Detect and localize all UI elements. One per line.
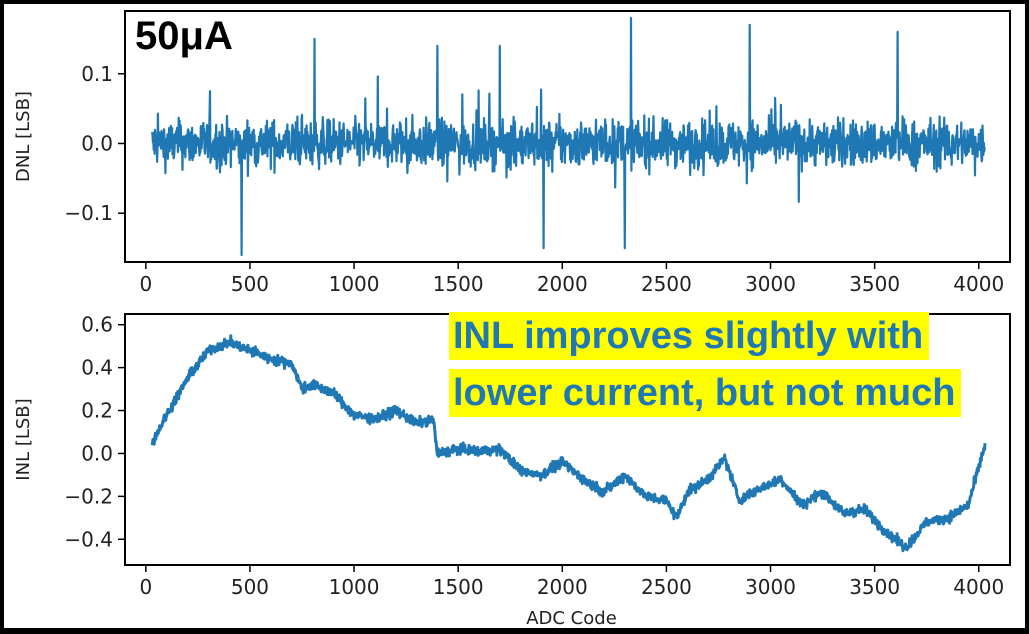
x-tick-label: 3000 [745,272,796,296]
x-tick-label: 0 [139,272,152,296]
x-tick-label: 3500 [849,272,900,296]
x-tick-label: 500 [231,575,269,599]
y-tick-label: 0.2 [81,399,113,423]
y-tick-label: −0.2 [64,484,113,508]
x-axis-label: ADC Code [526,608,617,629]
x-tick-label: 2000 [537,272,588,296]
chart-panels: 0 500 1000 1500 2000 2500 3000 3500 4000−0.10.00… [13,10,1011,629]
x-tick-label: 1500 [433,272,484,296]
y-axis-label: DNL [LSB] [13,91,34,182]
x-tick-label: 2000 [537,575,588,599]
x-tick-label: 4000 [953,575,1004,599]
y-tick-label: 0.0 [81,441,113,465]
x-tick-label: 1000 [329,272,380,296]
panel-inl: 0 500 1000 1500 2000 2500 3000 3500 4000 −0.4 −0.2… [13,313,1011,629]
x-tick-label: 0 [139,575,152,599]
y-tick-label: 0.6 [81,313,113,337]
x-tick-label: 3500 [849,575,900,599]
panel-label: 50μA [135,14,233,58]
x-tick-label: 4000 [953,272,1004,296]
y-axis-label: INL [LSB] [13,398,34,480]
y-tick-label: −0.4 [64,527,113,551]
x-tick-label: 2500 [641,272,692,296]
y-tick-label: 0.0 [81,131,113,155]
y-tick-label: 0.1 [81,62,113,86]
y-tick-label: −0.1 [64,201,113,225]
x-tick-label: 500 [231,272,269,296]
x-tick-label: 2500 [641,575,692,599]
series-line [150,334,987,553]
x-tick-label: 1000 [329,575,380,599]
y-tick-label: 0.4 [81,356,113,380]
annotation-line-2: lower current, but not much [449,369,962,417]
annotation-line-1: INL improves slightly with [449,312,930,360]
plot-frame [124,10,1011,263]
series-line [151,16,987,257]
x-tick-label: 1500 [433,575,484,599]
x-tick-label: 3000 [745,575,796,599]
panel-dnl: 0 500 1000 1500 2000 2500 3000 3500 4000 −0.1 0.0 0… [13,10,1011,296]
